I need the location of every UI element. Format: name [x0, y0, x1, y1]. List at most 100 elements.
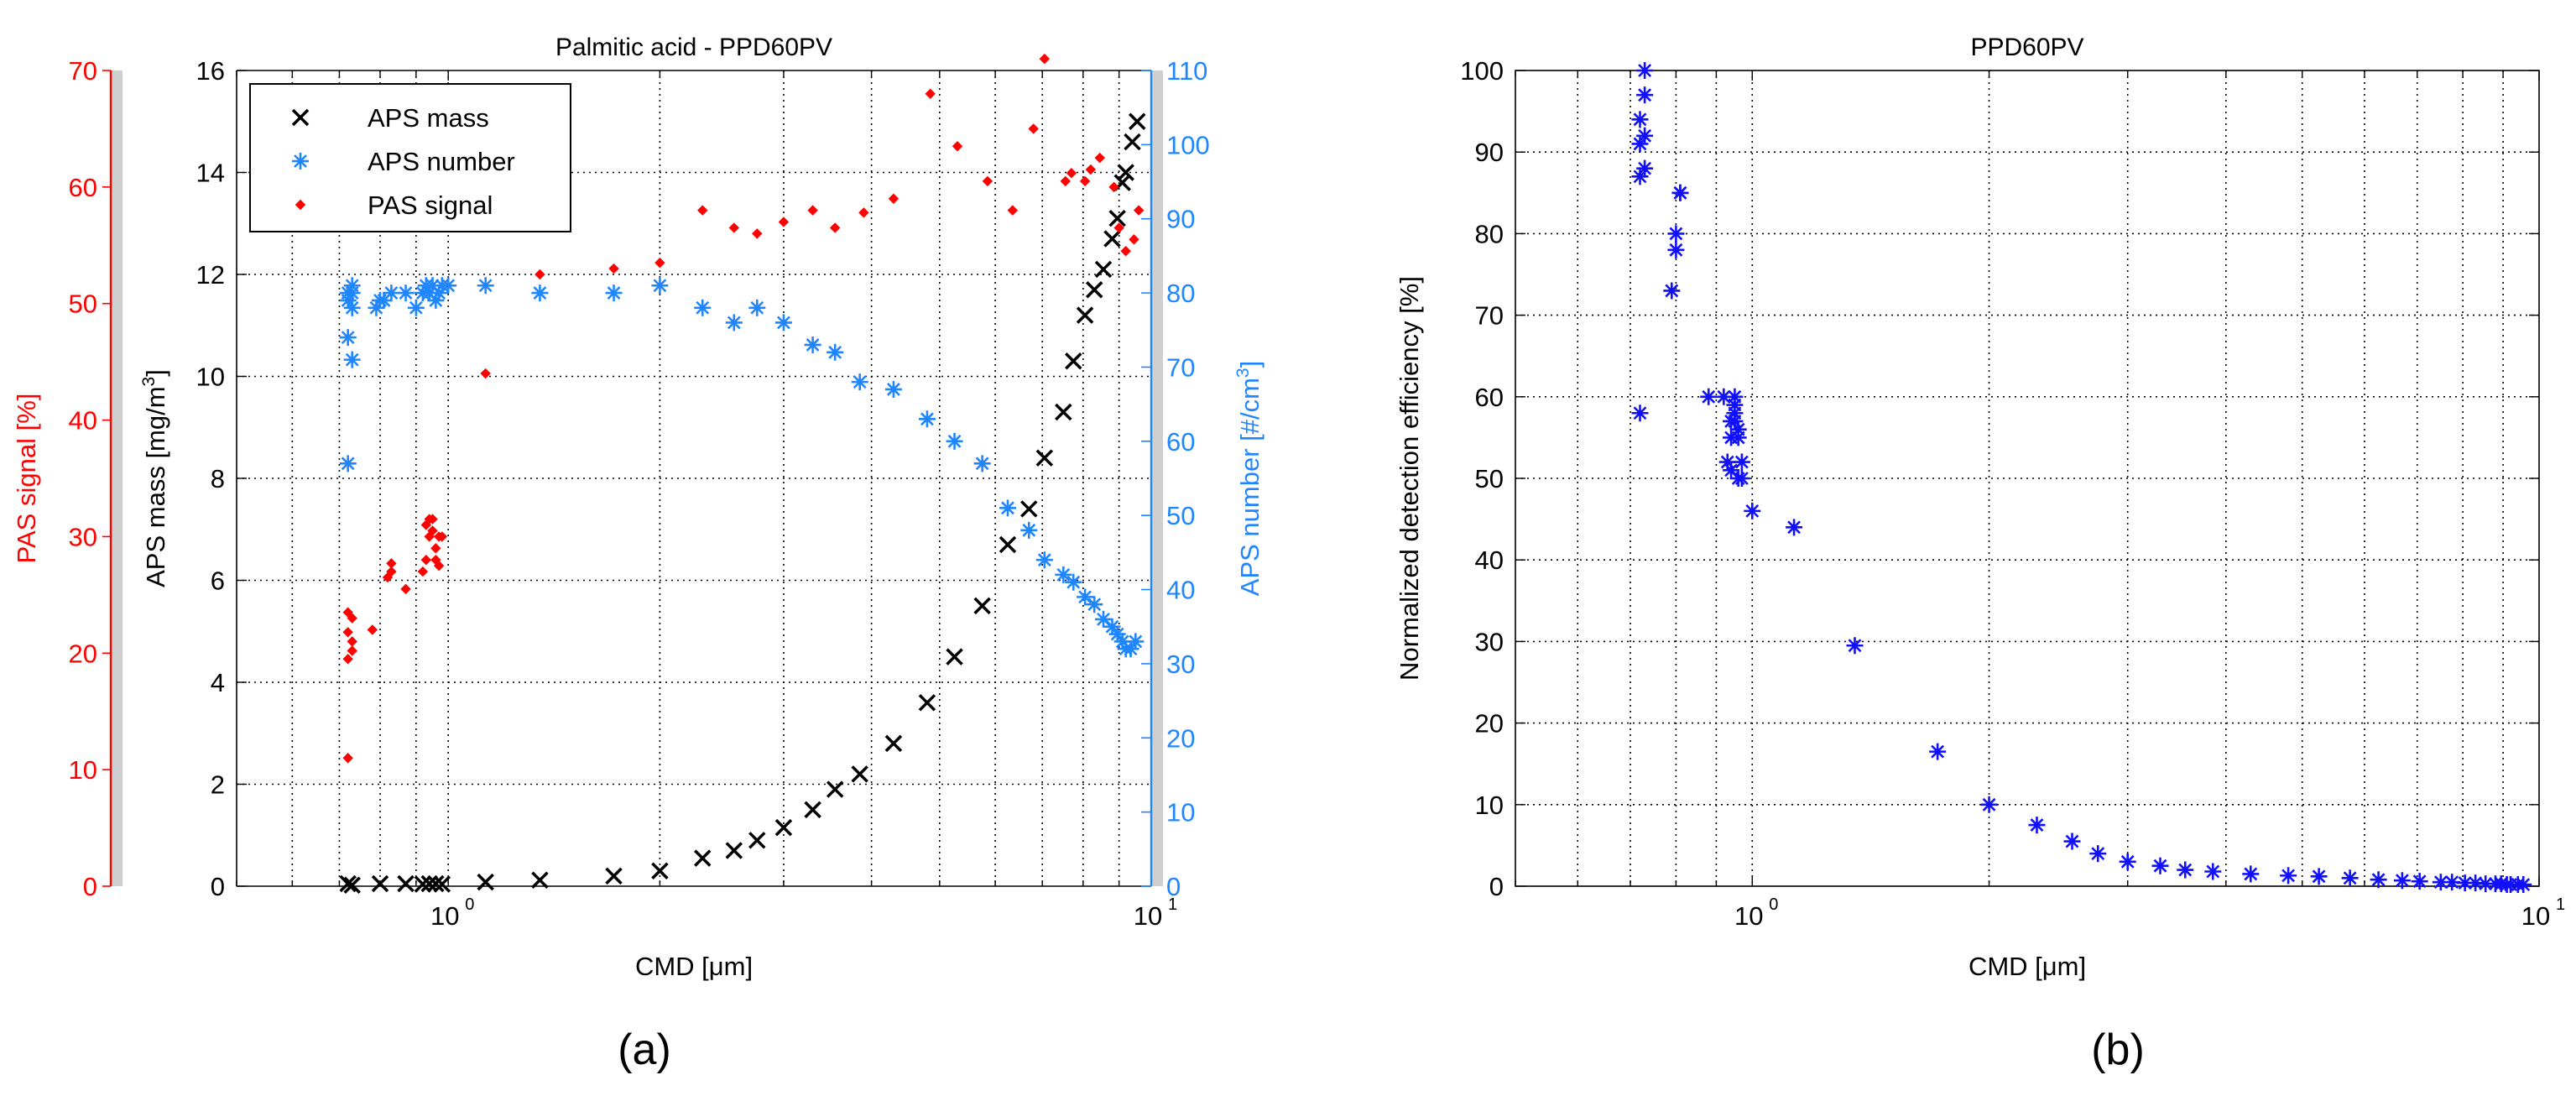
pas_signal-point	[728, 222, 740, 233]
legend-label-aps_number: APS number	[368, 147, 515, 176]
aps_mass-point	[427, 874, 445, 893]
aps_number-point	[804, 336, 821, 353]
panel-a: 0246810121416010203040506070809010011001…	[12, 34, 1265, 981]
pas_signal-point	[347, 636, 357, 647]
aps_number-point	[748, 299, 766, 316]
pas_signal-point	[347, 645, 357, 656]
pas_signal-point	[752, 228, 763, 239]
number-tick-label: 30	[1166, 650, 1195, 679]
pas_signal-point	[1060, 175, 1071, 187]
pas_signal-point	[342, 753, 353, 764]
aps_number-point	[1077, 588, 1094, 606]
number-tick-label: 100	[1166, 130, 1210, 159]
pas_signal-point	[1129, 234, 1139, 245]
x-tick-label-exponent: 1	[2556, 895, 2565, 914]
number-tick-label: 10	[1166, 798, 1195, 827]
pas_signal-point	[888, 193, 900, 204]
x-tick-label: 10	[1134, 901, 1162, 931]
pas_signal-point	[424, 514, 435, 525]
aps_mass-point	[1076, 306, 1094, 324]
aps_mass-point	[774, 818, 793, 837]
efficiency-point	[1671, 184, 1689, 201]
aps_mass-point	[884, 734, 903, 753]
efficiency-point	[1631, 111, 1649, 128]
aps_mass-point	[973, 597, 991, 615]
efficiency-point	[2063, 832, 2081, 850]
pas-axis-title: PAS signal [%]	[12, 394, 41, 564]
aps_number-point	[918, 410, 936, 428]
pas-tick-label: 40	[69, 406, 97, 436]
pas_signal-point	[427, 525, 438, 536]
pas_signal-point	[1066, 167, 1077, 179]
aps_mass-point	[1108, 209, 1126, 227]
aps_mass-point	[1094, 260, 1113, 279]
pas-tick-label: 60	[69, 173, 97, 202]
pas_signal-point	[430, 543, 441, 554]
aps_number-point	[430, 284, 448, 302]
chart-title: Palmitic acid - PPD60PV	[555, 34, 832, 61]
aps_number-point	[397, 284, 415, 302]
pas_signal-point	[858, 207, 869, 218]
series-pas_signal	[342, 53, 1145, 764]
mass-tick-label: 8	[211, 464, 225, 493]
aps_number-point	[1020, 521, 1038, 539]
number-tick-label: 40	[1166, 576, 1195, 605]
aps_number-point	[420, 284, 438, 302]
efficiency-point	[1726, 388, 1744, 405]
aps_number-point	[1095, 610, 1112, 628]
series-efficiency	[1631, 62, 2532, 894]
aps_number-point	[1055, 566, 1072, 583]
efficiency-point	[1733, 470, 1750, 487]
y-tick-label: 20	[1475, 709, 1504, 738]
pas-axis-band	[111, 70, 123, 886]
x-tick-label: 10	[2521, 901, 2550, 931]
efficiency-point	[2456, 874, 2474, 892]
aps_number-point	[383, 284, 400, 302]
efficiency-point	[2280, 867, 2297, 885]
caption-b: (b)	[2091, 1026, 2145, 1074]
pas_signal-point	[430, 554, 441, 566]
efficiency-point	[2119, 853, 2136, 870]
aps_mass-point	[651, 862, 669, 880]
pas_signal-point	[1094, 152, 1105, 164]
aps_number-point	[343, 351, 361, 368]
efficiency-point	[1631, 168, 1649, 185]
pas_signal-point	[925, 88, 936, 99]
pas_signal-point	[952, 141, 963, 152]
aps_number-point	[973, 455, 991, 472]
pas_signal-point	[534, 269, 545, 280]
aps_mass-point	[918, 694, 936, 712]
pas_signal-point	[807, 205, 818, 216]
aps_number-point	[651, 277, 669, 295]
pas_signal-point	[342, 627, 353, 638]
pas_signal-point	[1133, 205, 1145, 216]
efficiency-point	[2443, 874, 2461, 891]
number-tick-label: 110	[1166, 56, 1207, 86]
mass-tick-label: 16	[196, 56, 225, 86]
legend-label-aps_mass: APS mass	[368, 103, 489, 133]
pas_signal-point	[420, 554, 432, 566]
aps_mass-point	[725, 842, 743, 859]
x-tick-label-exponent: 1	[1168, 895, 1177, 914]
aps_mass-point	[414, 875, 432, 893]
efficiency-point	[2242, 865, 2260, 883]
aps_number-point	[1127, 633, 1145, 650]
number-axis-title-end: ]	[1235, 361, 1265, 368]
efficiency-point	[2089, 845, 2107, 863]
aps_mass-point	[851, 765, 868, 783]
x-axis-label: CMD [μm]	[1969, 952, 2086, 981]
efficiency-point	[1667, 241, 1685, 258]
aps_number-point	[427, 291, 445, 309]
efficiency-point	[1636, 159, 1654, 177]
aps_number-point	[339, 329, 357, 347]
mass-axis-title-text: APS mass [mg/m	[141, 386, 170, 587]
aps_mass-point	[1117, 164, 1134, 181]
x-tick-label: 10	[1734, 901, 1763, 931]
aps_number-point	[440, 277, 457, 295]
pas_signal-point	[778, 217, 790, 227]
efficiency-point	[1663, 282, 1681, 300]
y-tick-label: 100	[1460, 56, 1504, 86]
y-tick-label: 10	[1475, 791, 1504, 820]
efficiency-point	[2177, 861, 2194, 879]
